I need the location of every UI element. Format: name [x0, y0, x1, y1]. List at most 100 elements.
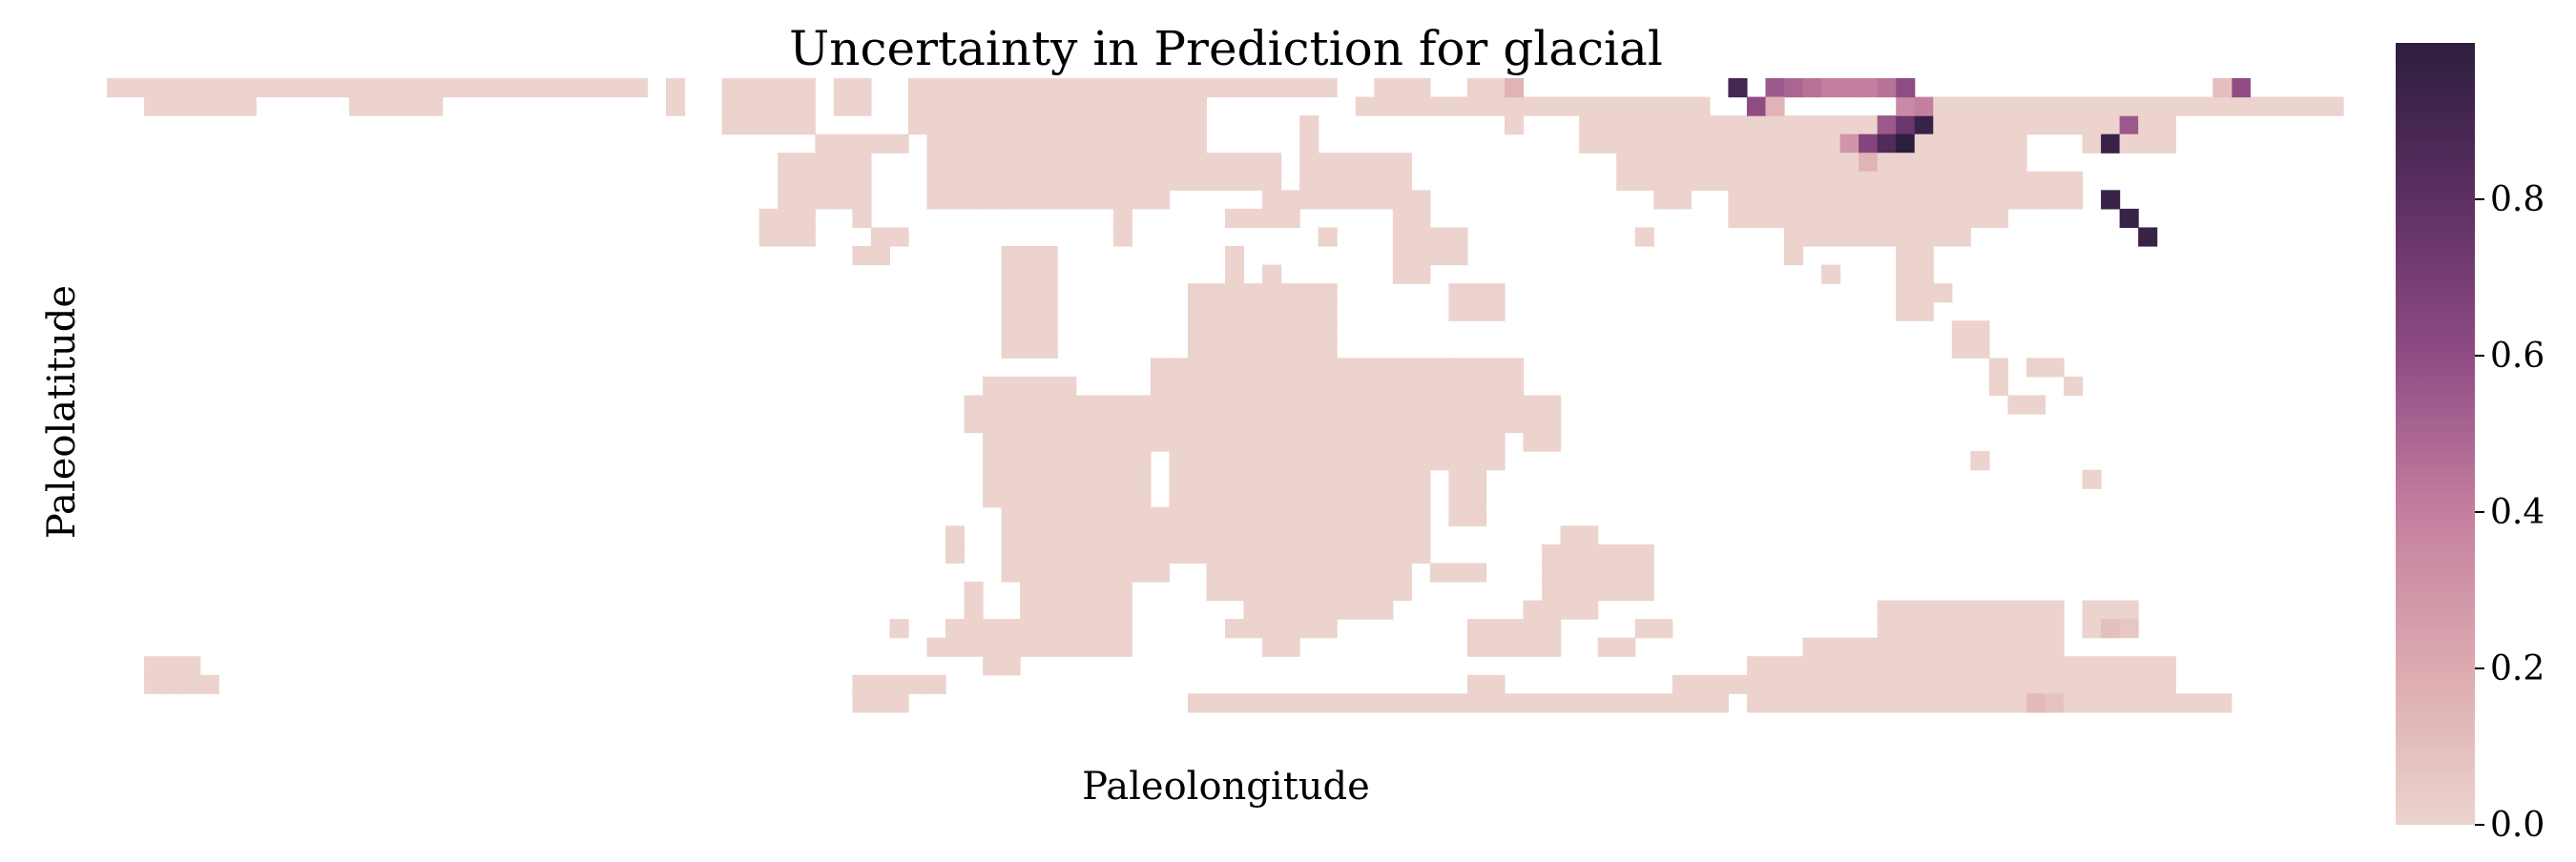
heatmap-cell [218, 96, 239, 116]
heatmap-cell [1970, 600, 1990, 620]
heatmap-cell [1318, 432, 1338, 452]
heatmap-cell [1374, 395, 1394, 415]
heatmap-cell [1672, 133, 1692, 154]
heatmap-cell [945, 78, 966, 98]
heatmap-cell [1094, 544, 1114, 564]
heatmap-cell [1392, 451, 1412, 471]
heatmap-cell [1653, 190, 1673, 210]
heatmap-cell [1318, 395, 1338, 415]
heatmap-cell [1560, 544, 1580, 564]
heatmap-cell [1970, 153, 1990, 173]
heatmap-cell [405, 78, 425, 98]
heatmap-cell [1057, 619, 1077, 639]
heatmap-cell [1318, 582, 1338, 602]
heatmap-cell [1988, 674, 2008, 694]
heatmap-cell [2138, 133, 2158, 154]
heatmap-cell [1243, 451, 1263, 471]
heatmap-cell [1299, 451, 1319, 471]
heatmap-cell [740, 78, 760, 98]
chart-title: Uncertainty in Prediction for glacial [789, 21, 1663, 76]
heatmap-cell [1038, 544, 1058, 564]
heatmap-cell [833, 190, 853, 210]
heatmap-cell [1318, 171, 1338, 191]
heatmap-cell [1038, 171, 1058, 191]
heatmap-cell [1001, 133, 1021, 154]
heatmap-cell [1206, 339, 1226, 359]
heatmap-cell [1112, 469, 1132, 489]
heatmap-cell [1784, 656, 1804, 676]
heatmap-cell [1057, 563, 1077, 583]
heatmap-cell [2193, 96, 2213, 116]
heatmap-cell [1299, 78, 1319, 98]
heatmap-cell [2324, 96, 2344, 116]
heatmap-cell [1150, 153, 1170, 173]
heatmap-cell [1038, 506, 1058, 526]
heatmap-cell [1374, 469, 1394, 489]
heatmap-cell [572, 78, 592, 98]
heatmap-cell [1075, 414, 1095, 434]
heatmap-cell [1243, 301, 1263, 321]
heatmap-cell [721, 78, 741, 98]
heatmap-cell [1132, 432, 1152, 452]
heatmap-cell [1485, 376, 1506, 397]
heatmap-cell [1169, 525, 1189, 545]
heatmap-cell [1318, 600, 1338, 620]
heatmap-cell [1579, 693, 1599, 713]
heatmap-cell [964, 115, 984, 135]
heatmap-cell [1653, 115, 1673, 135]
heatmap-cell [311, 78, 331, 98]
heatmap-cell [1374, 582, 1394, 602]
heatmap-cell [1057, 488, 1077, 508]
heatmap-cell [1784, 674, 1804, 694]
heatmap-cell [1280, 78, 1300, 98]
heatmap-cell [1094, 432, 1114, 452]
heatmap-cell [889, 619, 909, 639]
heatmap-cell [1318, 339, 1338, 359]
heatmap-cell [1859, 133, 1879, 154]
heatmap-cell [1075, 171, 1095, 191]
heatmap-cell [386, 96, 406, 116]
heatmap-cell [1038, 469, 1058, 489]
heatmap-cell [1616, 563, 1636, 583]
heatmap-cell [1094, 171, 1114, 191]
heatmap-cell [1299, 600, 1319, 620]
heatmap-cell [1411, 451, 1431, 471]
heatmap-cell [1653, 153, 1673, 173]
heatmap-cell [1132, 78, 1152, 98]
heatmap-cell [1877, 133, 1897, 154]
heatmap-cell [1448, 469, 1468, 489]
heatmap-cell [1094, 619, 1114, 639]
heatmap-cell [1448, 227, 1468, 247]
heatmap-cell [983, 619, 1003, 639]
heatmap-cell [1448, 506, 1468, 526]
heatmap-cell [1988, 693, 2008, 713]
heatmap-cell [1896, 283, 1916, 303]
heatmap-cell [1821, 208, 1841, 229]
heatmap-cell [1784, 208, 1804, 229]
heatmap-cell [2138, 674, 2158, 694]
heatmap-cell [1466, 693, 1487, 713]
heatmap-cell [1020, 246, 1040, 266]
heatmap-cell [1392, 376, 1412, 397]
heatmap-cell [1523, 600, 1543, 620]
heatmap-cell [1765, 133, 1785, 154]
heatmap-cell [2101, 656, 2121, 676]
heatmap-cell [1206, 171, 1226, 191]
heatmap-cell [666, 96, 686, 116]
heatmap-cell [1374, 190, 1394, 210]
heatmap-cell [1933, 115, 1953, 135]
heatmap-cell [1132, 171, 1152, 191]
heatmap-cell [1933, 656, 1953, 676]
heatmap-cell [2305, 96, 2326, 116]
heatmap-cell [1951, 637, 1971, 657]
heatmap-cell [1374, 600, 1394, 620]
heatmap-cell [1859, 115, 1879, 135]
heatmap-cell [1075, 600, 1095, 620]
heatmap-cell [833, 171, 853, 191]
heatmap-cell [1597, 96, 1617, 116]
heatmap-cell [1280, 414, 1300, 434]
heatmap-cell [1392, 78, 1412, 98]
heatmap-cell [1280, 563, 1300, 583]
heatmap-cell [1132, 563, 1152, 583]
heatmap-cell [1075, 78, 1095, 98]
